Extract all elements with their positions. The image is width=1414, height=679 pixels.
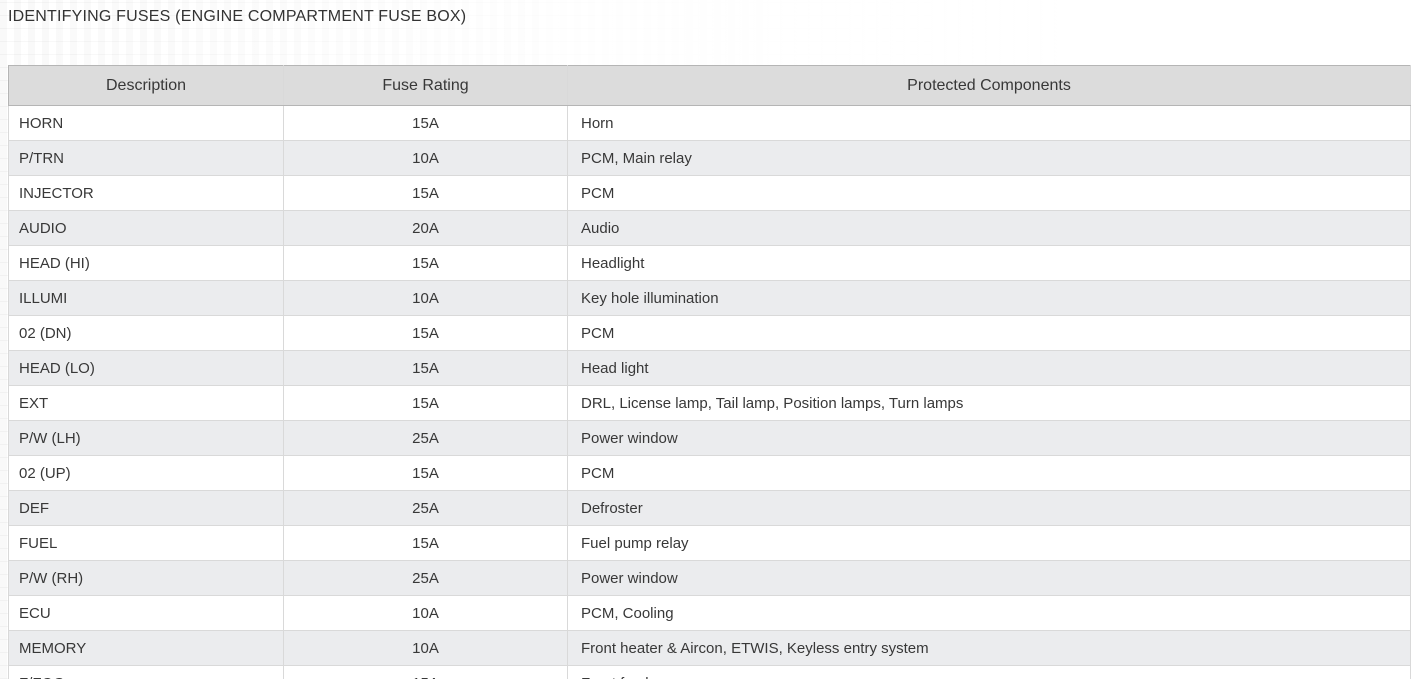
cell-protected-components: Power window (567, 420, 1411, 456)
cell-protected-components: PCM (567, 315, 1411, 351)
cell-fuse-rating: 10A (283, 280, 568, 316)
cell-fuse-rating: 20A (283, 210, 568, 246)
table-row: DEF 25A Defroster (8, 490, 1411, 526)
cell-protected-components: Front fog lamp (567, 665, 1411, 679)
cell-fuse-rating: 25A (283, 560, 568, 596)
cell-protected-components: PCM (567, 455, 1411, 491)
cell-description: AUDIO (8, 210, 284, 246)
cell-protected-components: DRL, License lamp, Tail lamp, Position l… (567, 385, 1411, 421)
table-row: HEAD (HI) 15A Headlight (8, 245, 1411, 281)
cell-protected-components: PCM, Cooling (567, 595, 1411, 631)
cell-description: ILLUMI (8, 280, 284, 316)
cell-fuse-rating: 15A (283, 455, 568, 491)
cell-description: P/W (LH) (8, 420, 284, 456)
table-row: INJECTOR 15A PCM (8, 175, 1411, 211)
cell-description: P/TRN (8, 140, 284, 176)
cell-fuse-rating: 15A (283, 245, 568, 281)
cell-description: HORN (8, 105, 284, 141)
cell-protected-components: Audio (567, 210, 1411, 246)
cell-fuse-rating: 25A (283, 490, 568, 526)
cell-description: F/FOG (8, 665, 284, 679)
table-row: HEAD (LO) 15A Head light (8, 350, 1411, 386)
cell-description: P/W (RH) (8, 560, 284, 596)
cell-protected-components: Headlight (567, 245, 1411, 281)
cell-fuse-rating: 15A (283, 175, 568, 211)
cell-protected-components: Power window (567, 560, 1411, 596)
cell-protected-components: Front heater & Aircon, ETWIS, Keyless en… (567, 630, 1411, 666)
fuse-table-header: Description Fuse Rating Protected Compon… (8, 65, 1411, 106)
cell-fuse-rating: 25A (283, 420, 568, 456)
table-row: ILLUMI 10A Key hole illumination (8, 280, 1411, 316)
header-row: Description Fuse Rating Protected Compon… (8, 65, 1411, 106)
cell-fuse-rating: 15A (283, 315, 568, 351)
cell-protected-components: PCM (567, 175, 1411, 211)
cell-fuse-rating: 15A (283, 350, 568, 386)
cell-fuse-rating: 15A (283, 385, 568, 421)
cell-description: HEAD (HI) (8, 245, 284, 281)
cell-description: 02 (DN) (8, 315, 284, 351)
table-row: EXT 15A DRL, License lamp, Tail lamp, Po… (8, 385, 1411, 421)
cell-description: FUEL (8, 525, 284, 561)
cell-fuse-rating: 10A (283, 630, 568, 666)
table-row: F/FOG 15A Front fog lamp (8, 665, 1411, 679)
cell-fuse-rating: 10A (283, 140, 568, 176)
column-header-description: Description (8, 65, 284, 106)
cell-description: 02 (UP) (8, 455, 284, 491)
column-header-protected-components: Protected Components (567, 65, 1411, 106)
cell-description: HEAD (LO) (8, 350, 284, 386)
table-row: FUEL 15A Fuel pump relay (8, 525, 1411, 561)
fuse-table-body: HORN 15A Horn P/TRN 10A PCM, Main relay … (8, 105, 1411, 679)
cell-protected-components: Horn (567, 105, 1411, 141)
table-row: 02 (UP) 15A PCM (8, 455, 1411, 491)
table-row: ECU 10A PCM, Cooling (8, 595, 1411, 631)
cell-description: INJECTOR (8, 175, 284, 211)
table-row: P/TRN 10A PCM, Main relay (8, 140, 1411, 176)
cell-description: EXT (8, 385, 284, 421)
fuse-table: Description Fuse Rating Protected Compon… (8, 65, 1411, 679)
cell-fuse-rating: 15A (283, 525, 568, 561)
cell-fuse-rating: 10A (283, 595, 568, 631)
page-title: IDENTIFYING FUSES (ENGINE COMPARTMENT FU… (8, 8, 467, 25)
table-row: 02 (DN) 15A PCM (8, 315, 1411, 351)
cell-description: MEMORY (8, 630, 284, 666)
cell-description: ECU (8, 595, 284, 631)
cell-protected-components: Fuel pump relay (567, 525, 1411, 561)
cell-protected-components: Head light (567, 350, 1411, 386)
table-row: MEMORY 10A Front heater & Aircon, ETWIS,… (8, 630, 1411, 666)
cell-protected-components: Defroster (567, 490, 1411, 526)
table-row: P/W (LH) 25A Power window (8, 420, 1411, 456)
cell-description: DEF (8, 490, 284, 526)
cell-protected-components: Key hole illumination (567, 280, 1411, 316)
table-row: HORN 15A Horn (8, 105, 1411, 141)
cell-fuse-rating: 15A (283, 105, 568, 141)
cell-protected-components: PCM, Main relay (567, 140, 1411, 176)
column-header-fuse-rating: Fuse Rating (283, 65, 568, 106)
table-row: P/W (RH) 25A Power window (8, 560, 1411, 596)
table-row: AUDIO 20A Audio (8, 210, 1411, 246)
cell-fuse-rating: 15A (283, 665, 568, 679)
